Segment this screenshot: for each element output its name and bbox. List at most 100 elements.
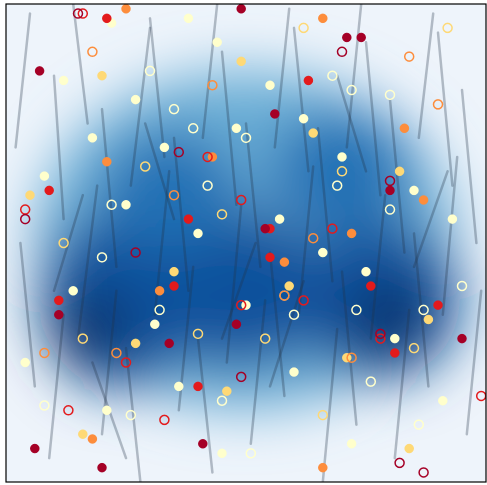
hollow-point	[72, 8, 84, 19]
hollow-point	[336, 46, 348, 58]
point	[394, 166, 405, 177]
point	[279, 257, 290, 267]
point	[265, 252, 275, 263]
point	[390, 348, 400, 358]
hollow-point	[168, 189, 180, 201]
point	[217, 448, 227, 459]
hollow-point	[279, 290, 290, 301]
point	[193, 381, 203, 392]
point	[418, 195, 429, 205]
point	[198, 439, 208, 449]
point	[366, 281, 376, 291]
segment	[321, 327, 339, 482]
point	[154, 286, 165, 296]
point	[87, 434, 98, 444]
hollow-point	[375, 328, 386, 340]
segment	[465, 289, 483, 436]
point	[270, 109, 280, 119]
hollow-point	[125, 409, 137, 421]
hollow-point	[442, 22, 453, 34]
point	[183, 13, 194, 24]
hollow-point	[365, 376, 377, 387]
segment	[249, 299, 267, 446]
point	[102, 13, 112, 24]
segment	[201, 4, 219, 140]
hollow-point	[63, 405, 74, 416]
point	[346, 439, 357, 449]
point	[54, 295, 64, 306]
point	[39, 171, 50, 181]
point	[399, 123, 410, 134]
point	[390, 333, 400, 344]
hollow-point	[87, 46, 98, 58]
hollow-point	[259, 333, 271, 344]
hollow-point	[245, 448, 257, 459]
segment	[52, 74, 65, 221]
point	[159, 142, 170, 153]
hollow-point	[235, 371, 247, 383]
hollow-point	[408, 342, 420, 354]
segment	[124, 346, 142, 482]
hollow-point	[159, 414, 170, 426]
segment	[292, 26, 310, 173]
hollow-point	[384, 204, 396, 215]
point	[385, 185, 395, 196]
point	[58, 75, 69, 86]
hollow-point	[456, 280, 468, 292]
point	[20, 357, 30, 368]
point	[97, 70, 107, 81]
point	[30, 443, 40, 454]
point	[174, 381, 184, 392]
point	[212, 37, 222, 47]
point	[438, 395, 448, 406]
hollow-point	[96, 252, 108, 263]
point	[457, 333, 467, 344]
segment	[393, 308, 411, 460]
hollow-point	[346, 84, 357, 96]
segment	[220, 241, 257, 340]
point	[150, 319, 160, 330]
hollow-point	[418, 467, 429, 478]
hollow-point	[432, 99, 444, 110]
segment	[129, 26, 152, 187]
hollow-point	[139, 161, 151, 172]
segment	[417, 12, 435, 140]
segment	[316, 127, 334, 283]
point	[318, 247, 328, 258]
point	[25, 190, 35, 200]
point	[169, 266, 179, 277]
segment	[268, 251, 286, 398]
point	[169, 281, 179, 291]
point	[183, 214, 194, 224]
segment	[364, 40, 382, 197]
hollow-point	[130, 247, 141, 258]
hollow-point	[298, 295, 309, 306]
point	[308, 128, 318, 138]
segment	[71, 4, 89, 125]
density-background	[6, 4, 486, 482]
hollow-point	[58, 237, 69, 249]
hollow-point	[144, 65, 156, 77]
segment	[220, 50, 238, 207]
hollow-point	[403, 51, 415, 62]
segment	[100, 107, 118, 269]
hollow-point	[327, 70, 338, 81]
point	[102, 156, 112, 167]
segment	[388, 98, 406, 254]
segment	[436, 31, 454, 187]
hollow-point	[173, 146, 185, 158]
hollow-point	[384, 175, 396, 187]
point	[68, 286, 78, 296]
hollow-point	[207, 80, 218, 91]
segment	[412, 232, 430, 388]
point	[274, 214, 285, 224]
segment	[196, 337, 214, 474]
point	[44, 185, 54, 196]
point	[265, 80, 275, 91]
point	[433, 300, 443, 310]
hollow-point	[216, 395, 228, 406]
hollow-point	[202, 180, 213, 191]
point	[303, 75, 314, 86]
point	[130, 94, 141, 105]
